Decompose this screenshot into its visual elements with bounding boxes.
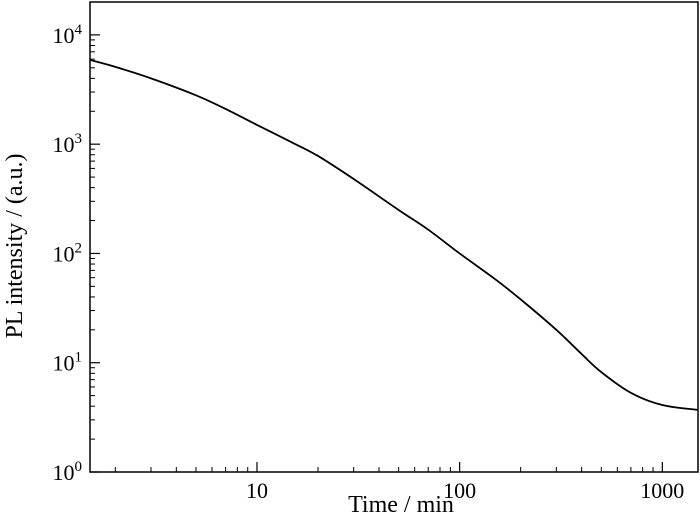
plot-area: 10 100 1000 100 101 102 103 104 [53, 1, 699, 503]
y-tick-label: 100 [53, 459, 83, 485]
x-tick-label: 10 [246, 478, 268, 503]
y-tick-label: 103 [53, 131, 83, 157]
y-tick-label: 104 [53, 22, 83, 48]
x-tick-label: 100 [443, 478, 476, 503]
plot-frame [89, 1, 699, 473]
x-axis-title: Time / min [348, 492, 454, 518]
x-tick-label: 1000 [640, 478, 684, 503]
y-axis-title: PL intensity / (a.u.) [2, 153, 28, 338]
y-tick-label: 101 [53, 350, 83, 376]
series-line [89, 59, 699, 411]
y-tick-label: 102 [53, 240, 83, 266]
